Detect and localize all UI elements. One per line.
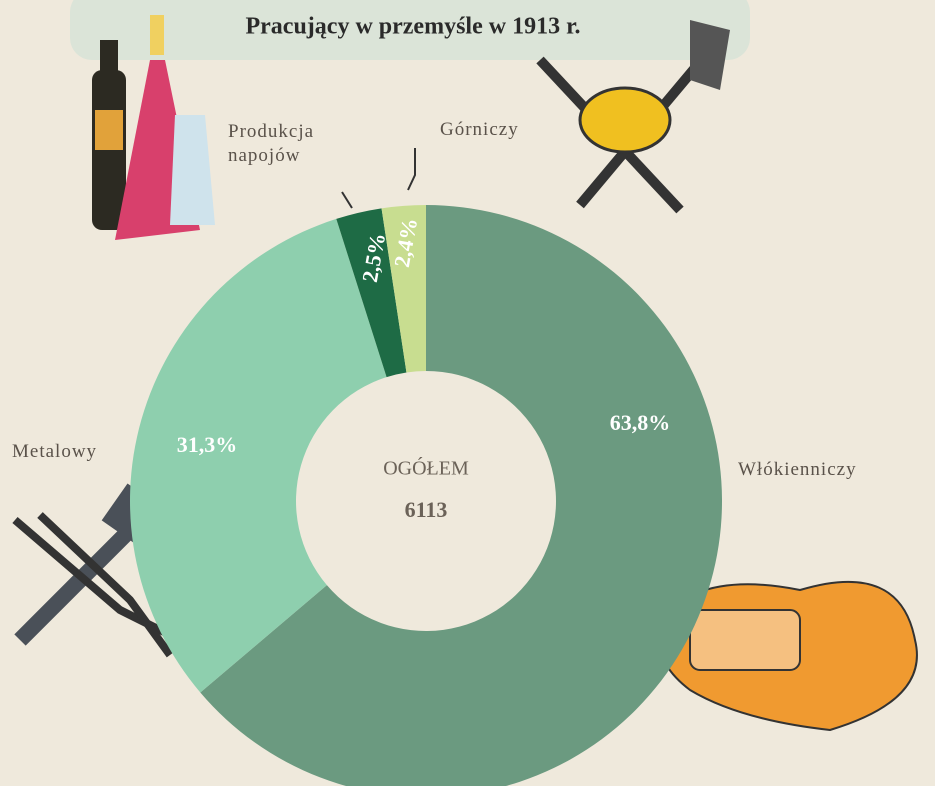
- category-label: Górniczy: [440, 118, 519, 142]
- center-total: 6113: [405, 497, 448, 522]
- chart-title: Pracujący w przemyśle w 1913 r.: [245, 14, 580, 40]
- category-label: Produkcja napojów: [228, 120, 338, 168]
- center-label: OGÓŁEM: [383, 456, 469, 480]
- category-label: Włókienniczy: [738, 458, 857, 482]
- value-label: 63,8%: [610, 410, 671, 435]
- category-label: Metalowy: [12, 440, 97, 464]
- value-label: 31,3%: [177, 432, 238, 457]
- page: Pracujący w przemyśle w 1913 r. OGÓŁEM 6…: [0, 0, 935, 786]
